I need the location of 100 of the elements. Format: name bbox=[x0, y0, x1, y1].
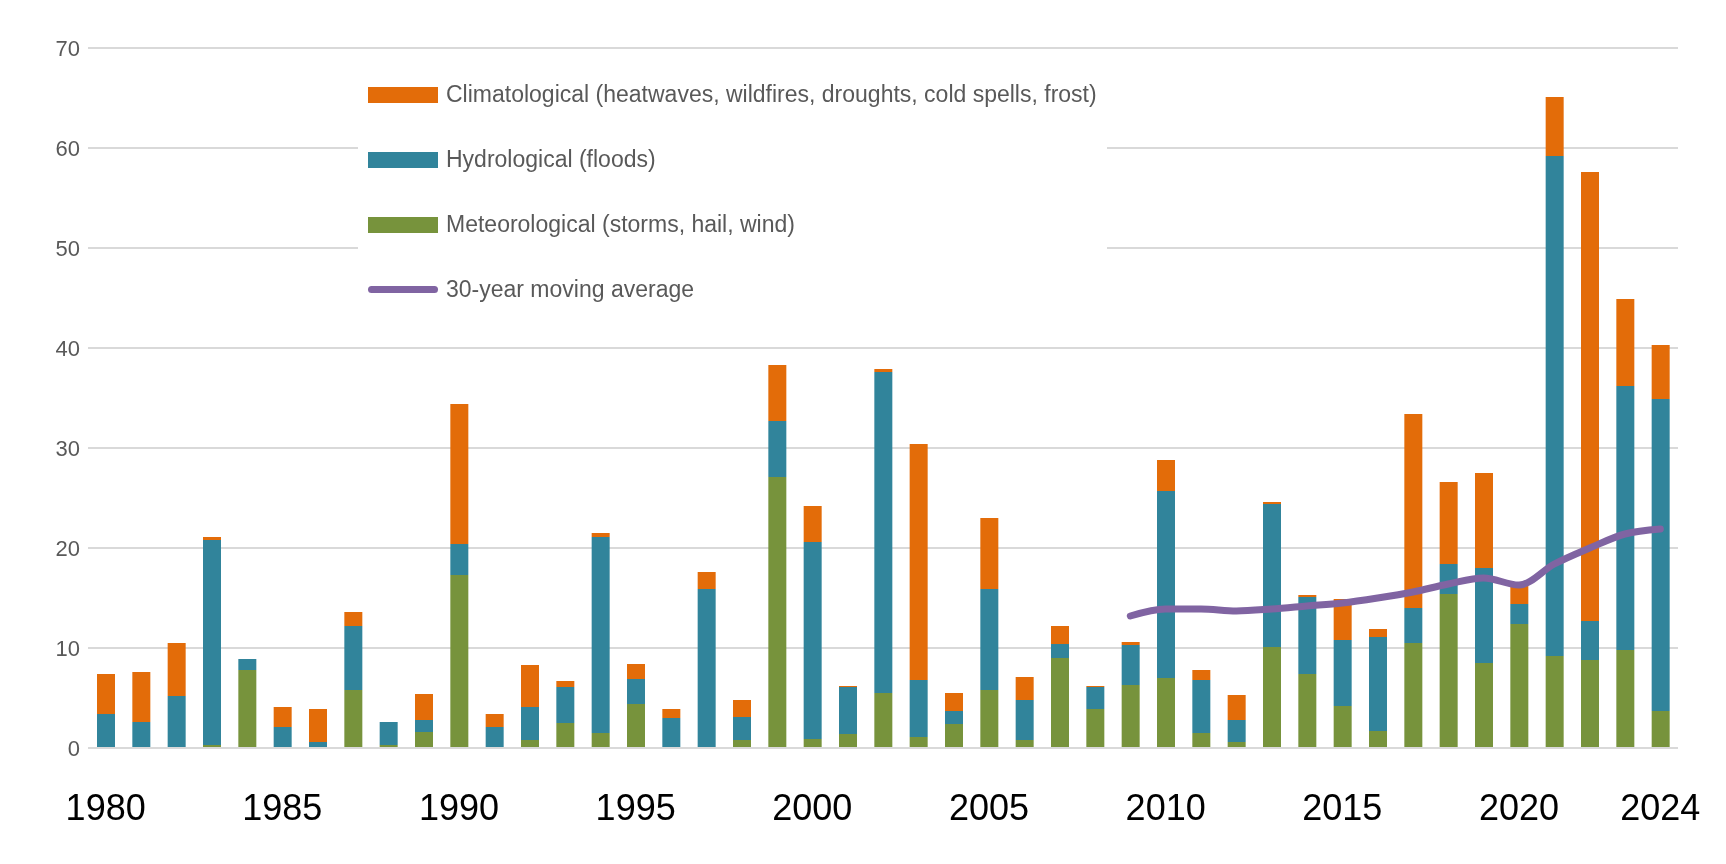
bar bbox=[1227, 695, 1246, 720]
bar bbox=[874, 369, 893, 372]
bar bbox=[1439, 482, 1458, 564]
bar bbox=[1051, 644, 1069, 658]
bar bbox=[874, 693, 893, 748]
bar bbox=[909, 680, 928, 737]
bar bbox=[238, 659, 257, 670]
bar bbox=[167, 643, 186, 696]
bar bbox=[415, 720, 433, 732]
y-tick-label: 0 bbox=[67, 735, 80, 761]
bar bbox=[1510, 624, 1529, 748]
bar bbox=[203, 540, 221, 745]
bar bbox=[1369, 731, 1387, 748]
bar bbox=[803, 542, 822, 739]
bar bbox=[485, 727, 504, 748]
x-tick-label: 1980 bbox=[65, 786, 146, 828]
bar bbox=[945, 693, 963, 711]
bar bbox=[1616, 299, 1635, 386]
bar bbox=[1333, 640, 1352, 706]
bar bbox=[909, 444, 928, 680]
bar bbox=[1651, 399, 1670, 711]
bar bbox=[379, 722, 398, 745]
bar bbox=[1545, 156, 1564, 656]
bar bbox=[1651, 711, 1670, 748]
bar bbox=[1157, 491, 1175, 678]
bar bbox=[803, 506, 822, 542]
bar bbox=[627, 704, 645, 748]
bar bbox=[450, 575, 469, 748]
bar bbox=[1192, 670, 1211, 680]
bar bbox=[980, 690, 999, 748]
bar bbox=[1581, 621, 1599, 660]
bar bbox=[1369, 629, 1387, 637]
bar bbox=[97, 714, 115, 748]
bar bbox=[1086, 687, 1105, 709]
legend-label: Meteorological (storms, hail, wind) bbox=[446, 211, 795, 238]
bar bbox=[132, 672, 151, 722]
bar bbox=[415, 732, 433, 748]
bar bbox=[874, 372, 893, 693]
x-tick-label: 2024 bbox=[1620, 786, 1701, 828]
bar bbox=[1475, 663, 1493, 748]
bar bbox=[839, 687, 857, 734]
x-tick-label: 2010 bbox=[1125, 786, 1206, 828]
bar bbox=[1404, 414, 1423, 608]
bar bbox=[768, 421, 787, 477]
bar bbox=[203, 537, 221, 540]
bar bbox=[485, 714, 504, 727]
y-tick-label: 60 bbox=[55, 135, 80, 161]
bar bbox=[591, 537, 610, 733]
bar bbox=[1051, 626, 1069, 644]
bar bbox=[1121, 645, 1140, 685]
bar bbox=[591, 533, 610, 537]
bar bbox=[662, 709, 681, 718]
bar bbox=[273, 727, 292, 748]
bar bbox=[1475, 473, 1493, 568]
bar bbox=[167, 696, 186, 748]
y-tick-label: 50 bbox=[55, 235, 80, 261]
bar bbox=[1581, 172, 1599, 621]
bar bbox=[1510, 586, 1529, 604]
bar bbox=[521, 707, 539, 740]
bar bbox=[344, 612, 363, 626]
x-tick-label: 2015 bbox=[1302, 786, 1383, 828]
bar bbox=[1086, 709, 1105, 748]
bar bbox=[1263, 504, 1281, 647]
bar bbox=[97, 674, 115, 714]
bar bbox=[450, 404, 469, 544]
bar bbox=[909, 737, 928, 748]
bar bbox=[1227, 720, 1246, 742]
bar bbox=[627, 664, 645, 679]
bar bbox=[556, 687, 575, 723]
bar bbox=[344, 626, 363, 690]
bar bbox=[1404, 608, 1423, 643]
bar bbox=[556, 681, 575, 687]
bar bbox=[733, 700, 751, 717]
bar bbox=[1369, 637, 1387, 731]
y-tick-label: 40 bbox=[55, 335, 80, 361]
bar bbox=[1121, 642, 1140, 645]
bar bbox=[1157, 460, 1175, 491]
y-tick-label: 10 bbox=[55, 635, 80, 661]
bar bbox=[1263, 647, 1281, 748]
bar bbox=[1651, 345, 1670, 399]
x-tick-label: 1990 bbox=[418, 786, 500, 828]
bar bbox=[1545, 97, 1564, 156]
bar bbox=[1015, 677, 1034, 700]
bar bbox=[1051, 658, 1069, 748]
bar bbox=[415, 694, 433, 720]
bar bbox=[1475, 568, 1493, 663]
bar bbox=[344, 690, 363, 748]
bar bbox=[980, 518, 999, 589]
bar bbox=[450, 544, 469, 575]
legend-label: Climatological (heatwaves, wildfires, droughts, cold spells, frost) bbox=[446, 81, 1097, 108]
bar bbox=[768, 365, 787, 421]
bar bbox=[662, 718, 681, 748]
bar bbox=[697, 572, 716, 589]
bar bbox=[556, 723, 575, 748]
bar bbox=[1510, 604, 1529, 624]
bar bbox=[1157, 678, 1175, 748]
bar bbox=[1192, 680, 1211, 733]
bar bbox=[1616, 386, 1635, 650]
legend-label: 30-year moving average bbox=[446, 276, 695, 303]
bar bbox=[521, 665, 539, 707]
